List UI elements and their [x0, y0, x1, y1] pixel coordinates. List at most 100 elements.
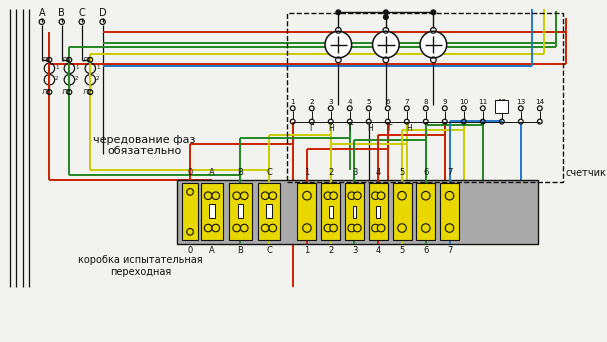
- Text: B: B: [237, 246, 243, 255]
- Circle shape: [378, 224, 385, 232]
- Circle shape: [303, 224, 311, 232]
- Text: 6: 6: [423, 246, 429, 255]
- Circle shape: [446, 224, 454, 232]
- Circle shape: [348, 192, 356, 199]
- Bar: [329, 206, 333, 218]
- Circle shape: [378, 192, 385, 199]
- Circle shape: [373, 31, 399, 58]
- Circle shape: [384, 10, 388, 15]
- Text: C: C: [266, 246, 272, 255]
- Bar: [177, 180, 538, 244]
- Text: B: B: [58, 8, 65, 18]
- Text: переходная: переходная: [110, 267, 171, 277]
- Text: 1: 1: [290, 98, 295, 105]
- Text: Л2: Л2: [42, 89, 52, 95]
- Text: 0: 0: [188, 246, 192, 255]
- Circle shape: [330, 224, 337, 232]
- Text: 11: 11: [478, 98, 487, 105]
- Text: счетчик: счетчик: [566, 168, 606, 178]
- Text: 5: 5: [367, 98, 371, 105]
- Text: Л1: Л1: [42, 57, 52, 63]
- Circle shape: [262, 192, 269, 199]
- Bar: [353, 206, 356, 218]
- Circle shape: [269, 192, 277, 199]
- Circle shape: [212, 192, 220, 199]
- Circle shape: [348, 224, 356, 232]
- Bar: [393, 183, 412, 240]
- Bar: [495, 100, 509, 113]
- Text: Л2: Л2: [62, 89, 72, 95]
- Circle shape: [371, 224, 379, 232]
- Circle shape: [187, 228, 194, 235]
- Circle shape: [205, 224, 212, 232]
- Text: 4: 4: [347, 98, 352, 105]
- Text: C: C: [266, 168, 272, 177]
- Bar: [376, 206, 380, 218]
- Text: Л1: Л1: [83, 57, 92, 63]
- Circle shape: [336, 10, 341, 15]
- Text: A: A: [38, 8, 45, 18]
- Bar: [266, 204, 272, 218]
- Circle shape: [233, 192, 240, 199]
- Circle shape: [233, 224, 240, 232]
- Text: 1: 1: [96, 65, 100, 70]
- Text: 13: 13: [516, 98, 526, 105]
- Bar: [237, 204, 243, 218]
- Text: 9: 9: [443, 98, 447, 105]
- Text: 6: 6: [385, 98, 390, 105]
- Text: 14: 14: [535, 98, 544, 105]
- Circle shape: [398, 224, 406, 232]
- Circle shape: [269, 224, 277, 232]
- Circle shape: [420, 31, 447, 58]
- Circle shape: [303, 192, 311, 200]
- Circle shape: [205, 192, 212, 199]
- Text: 3: 3: [328, 98, 333, 105]
- Circle shape: [324, 192, 331, 199]
- Text: A: A: [209, 246, 215, 255]
- Text: 1: 1: [304, 168, 310, 177]
- Text: Г: Г: [348, 124, 353, 133]
- Text: 2: 2: [328, 246, 333, 255]
- Text: 5: 5: [399, 246, 405, 255]
- Bar: [416, 183, 435, 240]
- Circle shape: [353, 224, 361, 232]
- Text: 4: 4: [376, 168, 381, 177]
- Text: 2: 2: [75, 76, 78, 81]
- Text: 2: 2: [328, 168, 333, 177]
- Circle shape: [325, 31, 351, 58]
- Bar: [229, 183, 252, 240]
- Text: Л2: Л2: [83, 89, 92, 95]
- Text: D: D: [99, 8, 106, 18]
- Text: 10: 10: [459, 98, 469, 105]
- Text: A: A: [209, 168, 215, 177]
- Text: 1: 1: [55, 65, 59, 70]
- Bar: [183, 183, 198, 240]
- Bar: [257, 183, 280, 240]
- Circle shape: [353, 192, 361, 199]
- Text: 7: 7: [447, 246, 452, 255]
- Text: Н: Н: [367, 124, 373, 133]
- Text: 6: 6: [423, 168, 429, 177]
- Circle shape: [324, 224, 331, 232]
- Text: 1: 1: [75, 65, 78, 70]
- Circle shape: [371, 192, 379, 199]
- Circle shape: [262, 224, 269, 232]
- Text: 7: 7: [404, 98, 409, 105]
- Bar: [368, 183, 388, 240]
- Circle shape: [240, 192, 248, 199]
- Circle shape: [421, 224, 430, 232]
- Text: Н: Н: [328, 124, 334, 133]
- Bar: [287, 13, 563, 182]
- Text: 2: 2: [96, 76, 100, 81]
- Circle shape: [398, 192, 406, 200]
- Circle shape: [384, 15, 388, 19]
- Text: Н: Н: [406, 124, 412, 133]
- Bar: [345, 183, 364, 240]
- Text: 5: 5: [399, 168, 405, 177]
- Bar: [200, 183, 223, 240]
- Text: Л1: Л1: [62, 57, 72, 63]
- Text: 2: 2: [55, 76, 59, 81]
- Text: коробка испытательная: коробка испытательная: [78, 255, 203, 265]
- Text: 7: 7: [447, 168, 452, 177]
- Text: 3: 3: [352, 168, 357, 177]
